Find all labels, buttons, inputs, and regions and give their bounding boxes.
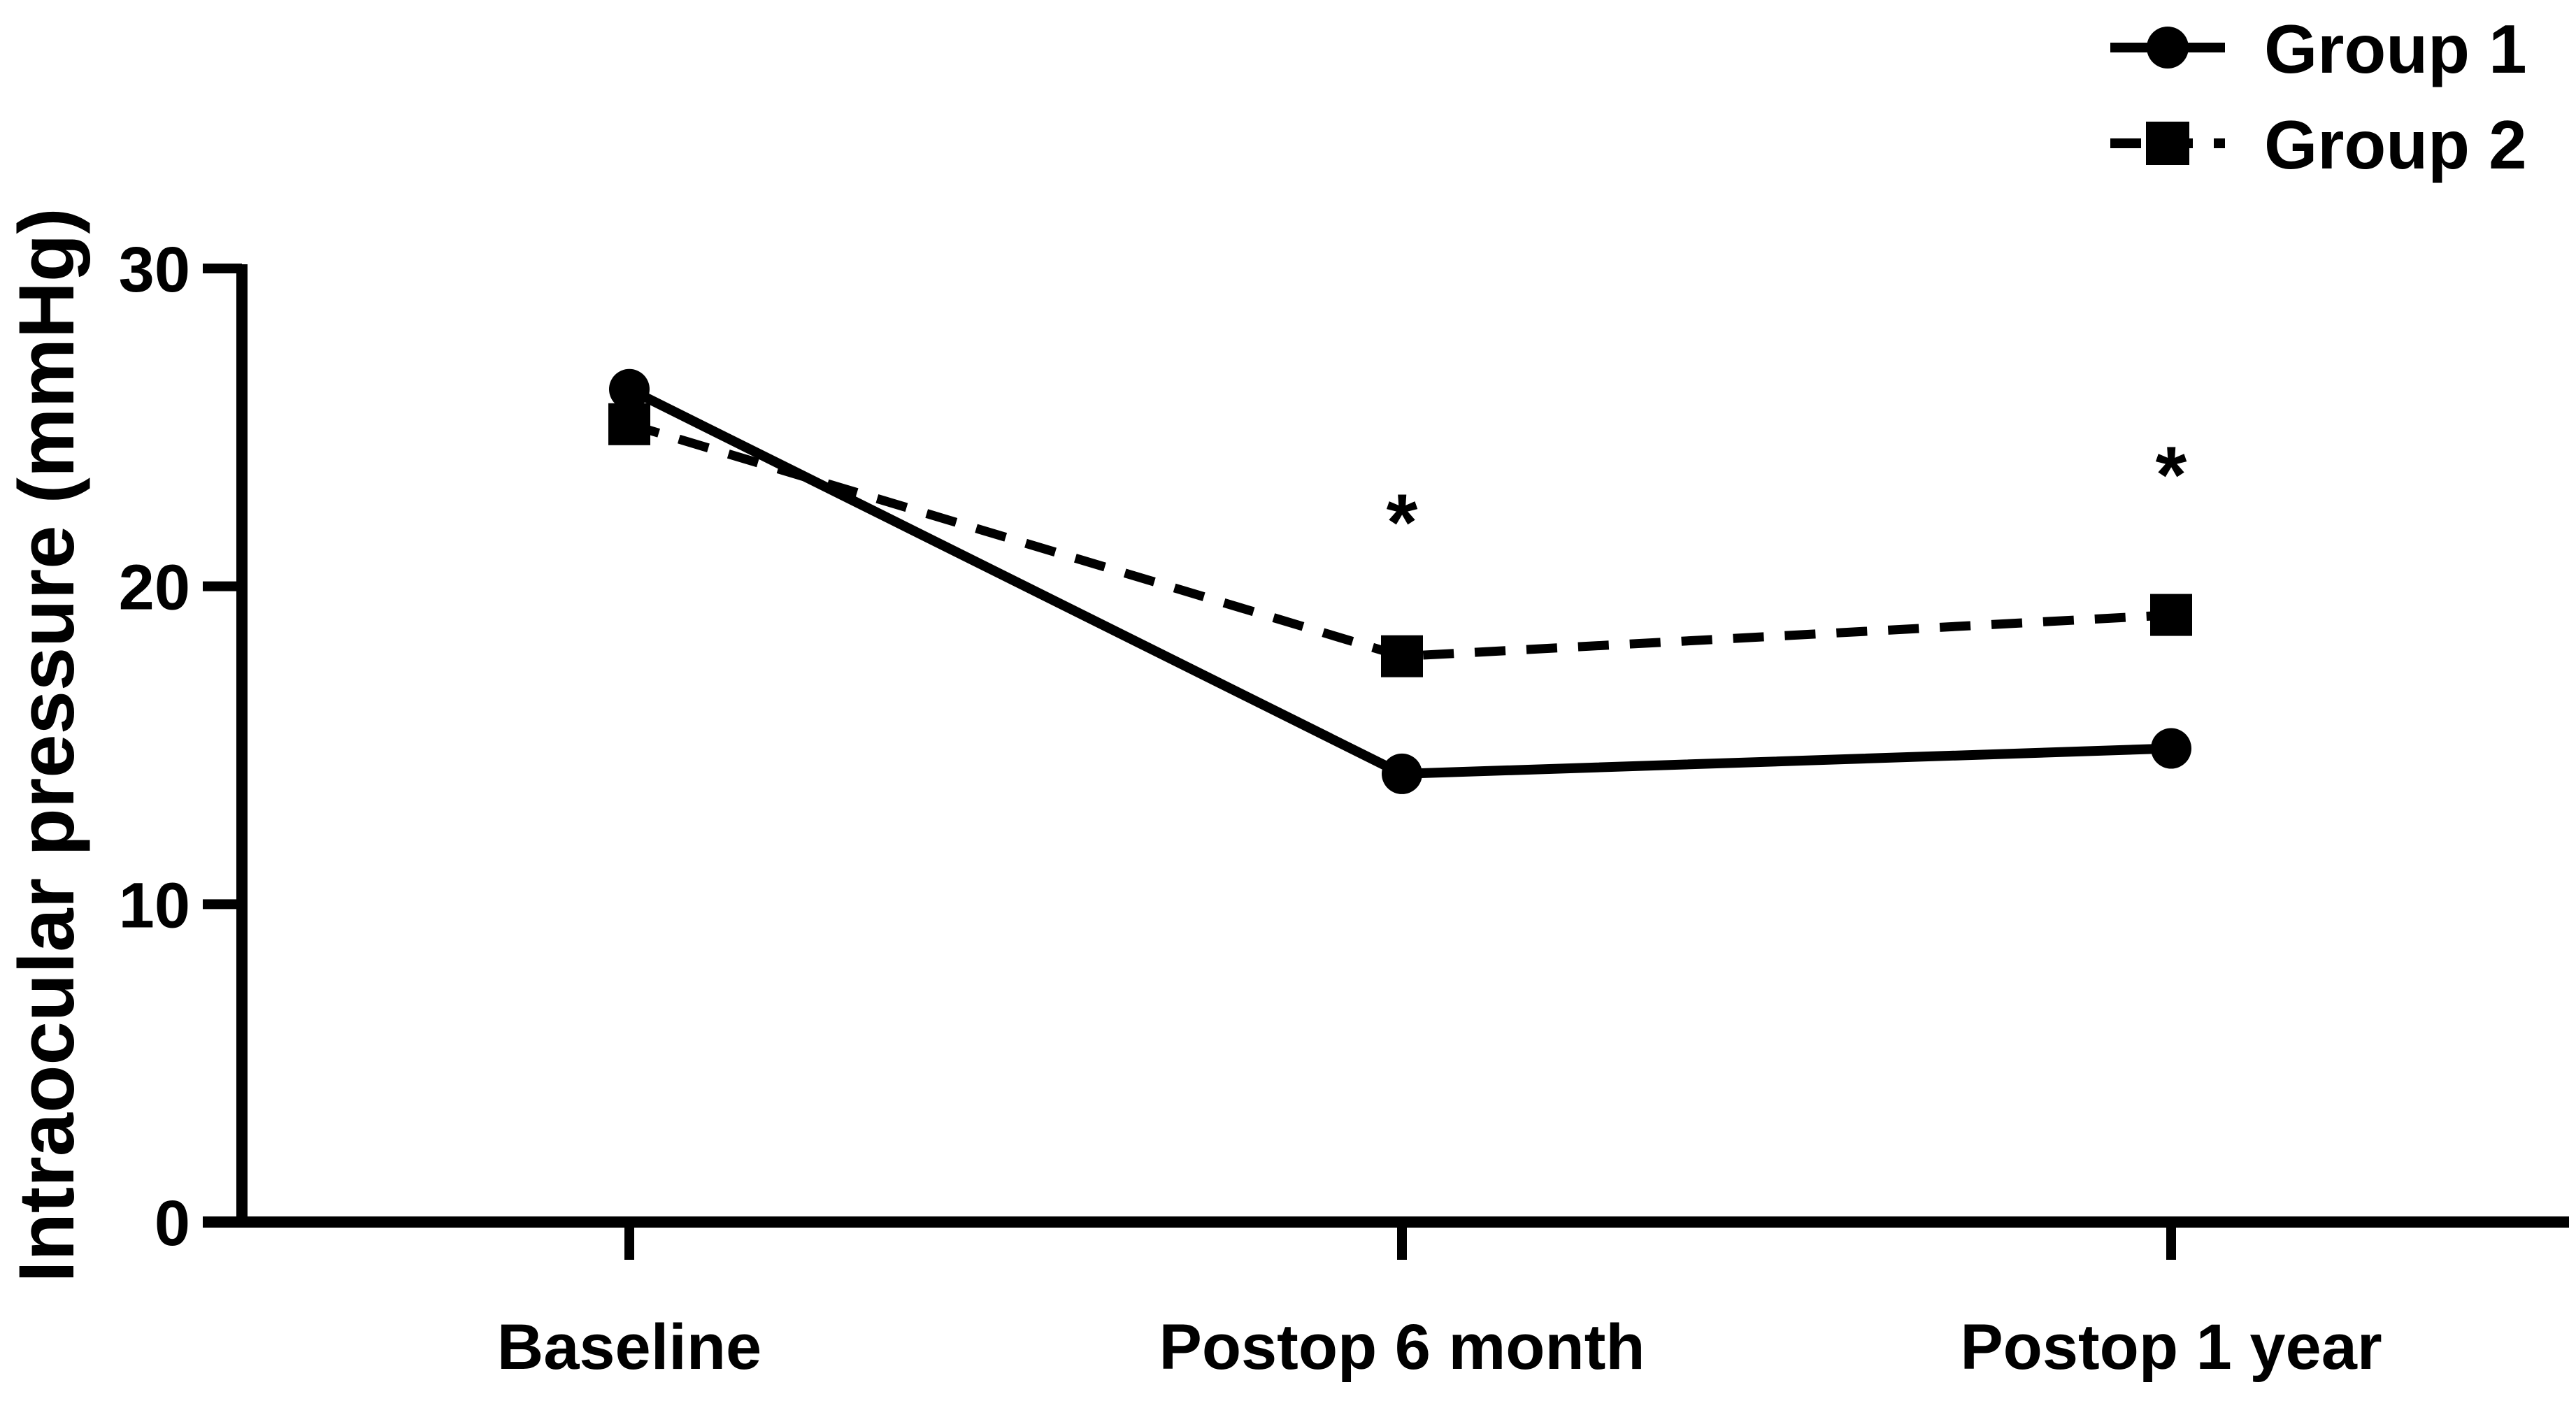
x-axis-category-label: Postop 6 month <box>1159 1312 1645 1383</box>
y-tick-label: 30 <box>119 234 190 306</box>
y-tick-label: 20 <box>119 552 190 624</box>
data-point-circle <box>1382 753 1422 794</box>
x-axis-category-label: Baseline <box>497 1312 761 1383</box>
legend-label: Group 1 <box>2264 10 2527 87</box>
significance-asterisk: * <box>2156 431 2187 520</box>
series-line-group-1 <box>627 385 2172 779</box>
data-point-circle <box>609 368 650 410</box>
data-point-circle <box>2151 728 2191 769</box>
legend-square-marker <box>2146 122 2189 165</box>
data-point-square <box>2150 594 2192 636</box>
legend-label: Group 2 <box>2264 106 2527 183</box>
y-axis-title: Intraocular pressure (mmHg) <box>3 208 90 1282</box>
data-point-square <box>608 403 650 445</box>
y-tick-label: 0 <box>155 1188 190 1259</box>
x-axis-category-label: Postop 1 year <box>1960 1312 2382 1383</box>
y-tick-label: 10 <box>119 870 190 941</box>
legend-circle-marker <box>2147 27 2189 69</box>
data-point-square <box>1381 635 1423 677</box>
significance-asterisk: * <box>1387 478 1418 568</box>
